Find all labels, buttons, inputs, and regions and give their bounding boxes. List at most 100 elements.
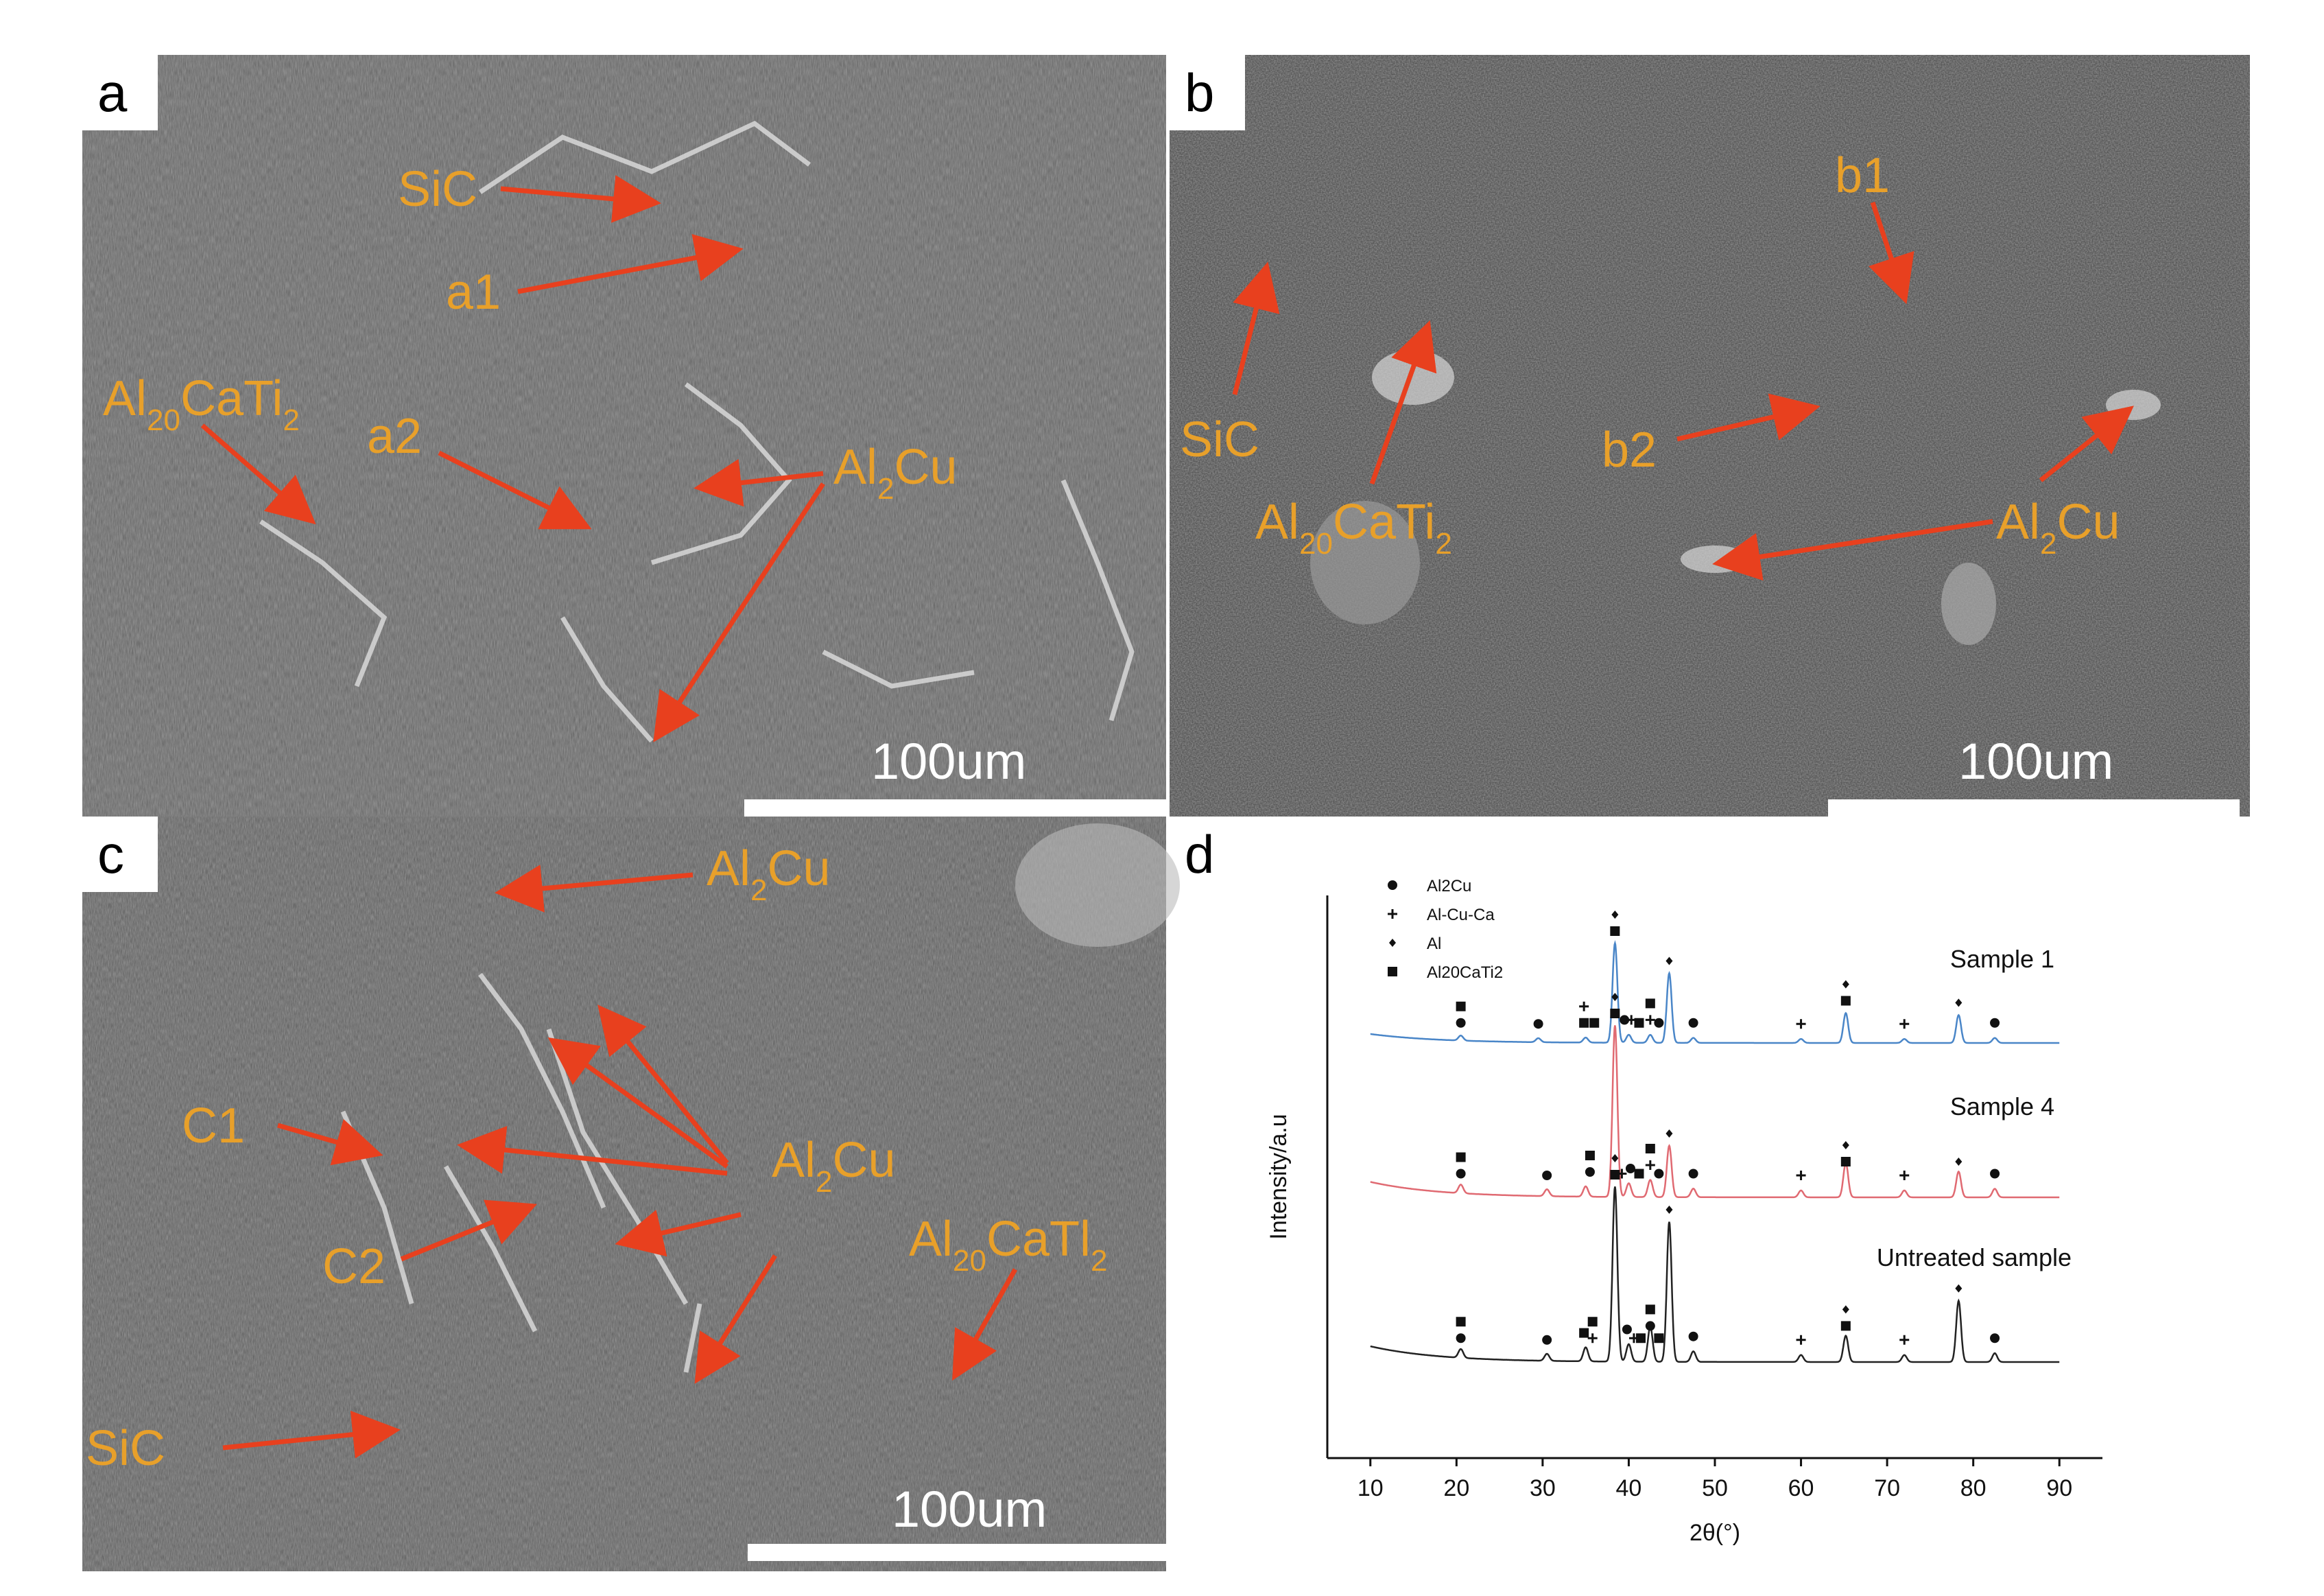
marker-diamond xyxy=(1842,1141,1849,1149)
series-line xyxy=(1370,1186,2060,1363)
marker-circle xyxy=(1688,1331,1698,1341)
marker-square xyxy=(1585,1151,1595,1160)
marker-circle xyxy=(1456,1169,1466,1179)
marker-square xyxy=(1589,1018,1600,1028)
marker-circle xyxy=(1688,1169,1698,1179)
panel-c-label-c2: C2 xyxy=(322,1239,386,1294)
panel-b-label-b1: b1 xyxy=(1835,148,1890,203)
x-tick-label: 90 xyxy=(2046,1475,2072,1501)
marker-square xyxy=(1636,1333,1646,1343)
panel-a-texture xyxy=(82,55,1166,817)
panel-c-scale-bar xyxy=(748,1544,1166,1561)
series-line xyxy=(1370,940,2060,1044)
panel-c-letter-bg xyxy=(82,817,158,892)
marker-cross xyxy=(1645,1160,1655,1170)
marker-cross xyxy=(1645,1015,1655,1025)
panel-c-scale-label: 100um xyxy=(892,1481,1047,1538)
marker-circle xyxy=(1456,1333,1466,1343)
marker-diamond xyxy=(1955,1284,1963,1293)
marker-diamond xyxy=(1611,993,1619,1001)
panel-a: a 100um SiC a1 a2 Al20CaTi2 Al2Cu xyxy=(82,55,1166,817)
marker-circle xyxy=(1990,1333,2000,1343)
marker-square xyxy=(1579,1328,1589,1338)
marker-circle xyxy=(1654,1169,1664,1179)
legend-label: Al20CaTi2 xyxy=(1427,963,1503,982)
marker-circle xyxy=(1688,1018,1698,1028)
x-tick-label: 30 xyxy=(1530,1475,1556,1501)
series-label: Untreated sample xyxy=(1877,1243,2072,1271)
panel-b-arrows xyxy=(1232,201,2134,581)
marker-square xyxy=(1840,1157,1851,1166)
marker-circle xyxy=(1533,1019,1543,1029)
marker-square xyxy=(1587,1317,1598,1327)
panel-a-label-al2cu: Al2Cu xyxy=(833,440,958,506)
marker-cross xyxy=(1587,1333,1598,1343)
marker-diamond xyxy=(1611,911,1619,919)
marker-square xyxy=(1456,1317,1466,1327)
panel-c-label-al2cu-mid: Al2Cu xyxy=(772,1133,896,1199)
marker-diamond xyxy=(1665,1206,1673,1214)
panel-a-letter-bg xyxy=(82,55,158,130)
panel-b-letter-bg xyxy=(1170,55,1245,130)
legend-label: Al xyxy=(1427,935,1441,953)
panel-c-letter: c xyxy=(97,824,124,884)
marker-circle xyxy=(1625,1164,1635,1173)
panel-d-letter: d xyxy=(1185,824,1214,884)
marker-circle xyxy=(1620,1015,1630,1025)
panel-b-label-b2: b2 xyxy=(1602,423,1657,478)
x-tick-label: 40 xyxy=(1616,1475,1642,1501)
marker-diamond xyxy=(1842,1305,1849,1314)
marker-circle xyxy=(1542,1335,1552,1345)
marker-circle xyxy=(1645,1321,1655,1331)
x-tick-label: 10 xyxy=(1357,1475,1384,1501)
panel-b: b 100um SiC b1 b2 Al20CaTi2 Al2Cu xyxy=(1170,55,2250,817)
marker-square xyxy=(1610,926,1620,936)
legend-label: Al-Cu-Ca xyxy=(1427,906,1495,924)
panel-c-label-al2cu-top: Al2Cu xyxy=(707,841,831,907)
marker-square xyxy=(1388,967,1397,976)
xrd-chart: 10 20 30 40 50 60 70 80 90 2θ(°) Intensity/a.u Samp… xyxy=(1266,877,2102,1546)
x-tick-label: 50 xyxy=(1702,1475,1728,1501)
x-axis-label: 2θ(°) xyxy=(1689,1520,1740,1546)
marker-square xyxy=(1645,1144,1655,1153)
panel-b-label-al2cu: Al2Cu xyxy=(1996,495,2120,561)
marker-square xyxy=(1579,1018,1589,1028)
marker-square xyxy=(1645,1304,1655,1315)
panel-d: d 10 20 30 40 50 60 70 80 90 2θ(°) Intensity/a.u Sa… xyxy=(1185,824,2102,1546)
marker-cross xyxy=(1796,1335,1806,1345)
series-label: Sample 4 xyxy=(1950,1092,2054,1120)
x-tick-label: 20 xyxy=(1443,1475,1469,1501)
panel-c-label-al20catl2: Al20CaTl2 xyxy=(909,1212,1107,1278)
x-tick-label: 60 xyxy=(1788,1475,1814,1501)
panel-a-arrows xyxy=(200,175,825,742)
x-tick-label: 80 xyxy=(1960,1475,1987,1501)
panel-a-label-a2: a2 xyxy=(367,409,422,464)
panel-b-letter: b xyxy=(1185,62,1214,123)
marker-square xyxy=(1610,1170,1620,1180)
marker-cross xyxy=(1388,909,1397,919)
marker-square xyxy=(1840,996,1851,1006)
panel-a-scale-label: 100um xyxy=(871,733,1026,790)
marker-circle xyxy=(1990,1018,2000,1028)
panel-b-texture xyxy=(1170,55,2250,817)
marker-square xyxy=(1634,1018,1644,1028)
y-axis-label: Intensity/a.u xyxy=(1266,1114,1292,1239)
panel-a-label-a1: a1 xyxy=(446,265,501,320)
panel-a-letter: a xyxy=(97,62,128,123)
marker-diamond xyxy=(1389,939,1396,947)
marker-square xyxy=(1610,1009,1620,1018)
panel-a-label-sic: SiC xyxy=(398,162,477,217)
panel-a-scale-bar xyxy=(744,799,1166,817)
marker-cross xyxy=(1579,1001,1589,1011)
marker-diamond xyxy=(1955,998,1963,1007)
panel-c-texture xyxy=(82,817,1166,1571)
x-tick-label: 70 xyxy=(1874,1475,1900,1501)
marker-diamond xyxy=(1611,1154,1619,1162)
marker-cross xyxy=(1796,1171,1806,1180)
marker-circle xyxy=(1622,1324,1632,1335)
marker-diamond xyxy=(1665,1129,1673,1138)
marker-circle xyxy=(1654,1018,1664,1028)
panel-c-label-sic: SiC xyxy=(86,1421,165,1476)
marker-cross xyxy=(1899,1335,1910,1345)
series-label: Sample 1 xyxy=(1950,945,2054,973)
